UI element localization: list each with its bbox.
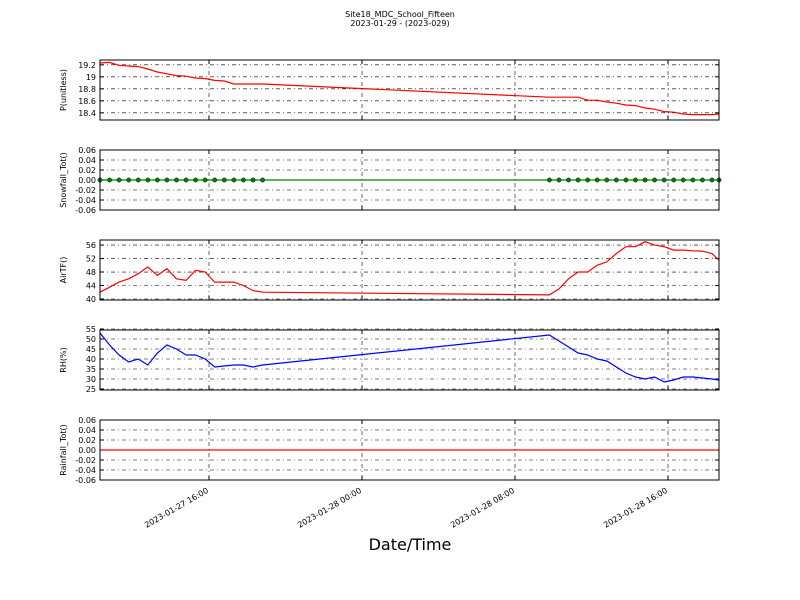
data-point — [202, 177, 208, 183]
data-line — [99, 61, 720, 116]
y-tick-label: 44 — [86, 282, 96, 291]
data-point — [661, 177, 667, 183]
data-point — [164, 177, 170, 183]
data-point — [633, 177, 638, 183]
chart-title: Site18_MDC_School_Fifteen — [345, 10, 455, 19]
data-point — [116, 177, 122, 183]
y-tick-label: 52 — [86, 255, 96, 264]
y-tick-label: 18.8 — [78, 85, 96, 94]
data-point — [135, 177, 141, 183]
data-point — [585, 177, 591, 183]
plot-frame — [99, 149, 720, 211]
y-tick-label: -0.02 — [75, 186, 96, 195]
data-point — [680, 177, 686, 183]
data-point — [547, 177, 552, 183]
y-tick-label: 19.2 — [78, 61, 96, 70]
y-tick-label: 0.02 — [78, 436, 96, 445]
y-tick-label: 56 — [86, 241, 96, 250]
x-tick-label: 2023-01-28 08:00 — [449, 486, 516, 530]
data-point — [126, 177, 132, 183]
data-point — [700, 177, 705, 183]
y-tick-label: 50 — [86, 335, 96, 344]
y-tick-label: 48 — [86, 268, 96, 277]
data-point — [594, 177, 600, 183]
data-point — [556, 177, 562, 183]
y-tick-label: 18.4 — [78, 109, 96, 118]
data-point — [145, 177, 151, 183]
data-point — [193, 177, 199, 183]
y-tick-label: 55 — [86, 325, 96, 334]
data-line — [99, 332, 720, 383]
data-point — [709, 177, 715, 183]
y-tick-label: 40 — [86, 355, 96, 364]
y-tick-label: 0.00 — [78, 446, 96, 455]
y-tick-label: 30 — [86, 375, 96, 384]
x-axis-label: Date/Time — [369, 535, 452, 554]
x-tick-label: 2023-01-28 16:00 — [602, 486, 669, 530]
data-point — [221, 177, 227, 183]
y-tick-label: 0.00 — [78, 176, 96, 185]
data-point — [183, 177, 189, 183]
data-point — [250, 177, 256, 183]
y-axis-label: P(unitless) — [59, 69, 68, 111]
y-tick-label: -0.06 — [75, 206, 96, 215]
y-axis-label: Snowfall_Tot() — [59, 152, 68, 208]
y-tick-label: 35 — [86, 365, 96, 374]
data-point — [154, 177, 160, 183]
y-tick-label: -0.04 — [75, 466, 96, 475]
y-tick-label: -0.06 — [75, 476, 96, 485]
data-point — [604, 177, 610, 183]
y-tick-label: 0.06 — [78, 146, 96, 155]
y-tick-label: 18.6 — [78, 97, 96, 106]
y-tick-label: 0.04 — [78, 156, 96, 165]
data-point — [613, 177, 619, 183]
plot-frame — [99, 59, 720, 121]
y-tick-label: -0.04 — [75, 196, 96, 205]
data-point — [174, 177, 179, 183]
data-point — [690, 177, 696, 183]
x-tick-label: 2023-01-27 16:00 — [143, 486, 210, 530]
data-point — [566, 177, 571, 183]
data-line — [99, 241, 720, 296]
y-axis-label: AirTF() — [59, 257, 68, 284]
x-tick-label: 2023-01-28 00:00 — [296, 486, 363, 530]
chart-subtitle: 2023-01-29 - (2023-029) — [350, 19, 449, 28]
data-point — [260, 177, 265, 183]
y-tick-label: 0.02 — [78, 166, 96, 175]
plot-frame — [99, 419, 720, 481]
data-point — [107, 177, 112, 183]
data-point — [623, 177, 629, 183]
y-tick-label: 40 — [86, 295, 96, 304]
data-point — [241, 177, 246, 183]
data-point — [642, 177, 648, 183]
data-point — [671, 177, 677, 183]
y-tick-label: 25 — [86, 385, 96, 394]
y-axis-label: RH(%) — [59, 347, 68, 372]
data-point — [212, 177, 218, 183]
y-tick-label: 45 — [86, 345, 96, 354]
y-tick-label: 0.06 — [78, 416, 96, 425]
data-point — [575, 177, 581, 183]
plot-frame — [99, 239, 720, 301]
data-point — [231, 177, 237, 183]
data-point — [652, 177, 658, 183]
plot-frame — [99, 329, 720, 391]
y-tick-label: 19 — [86, 73, 96, 82]
y-tick-label: -0.02 — [75, 456, 96, 465]
y-axis-label: Rainfall_Tot() — [59, 424, 68, 476]
y-tick-label: 0.04 — [78, 426, 96, 435]
